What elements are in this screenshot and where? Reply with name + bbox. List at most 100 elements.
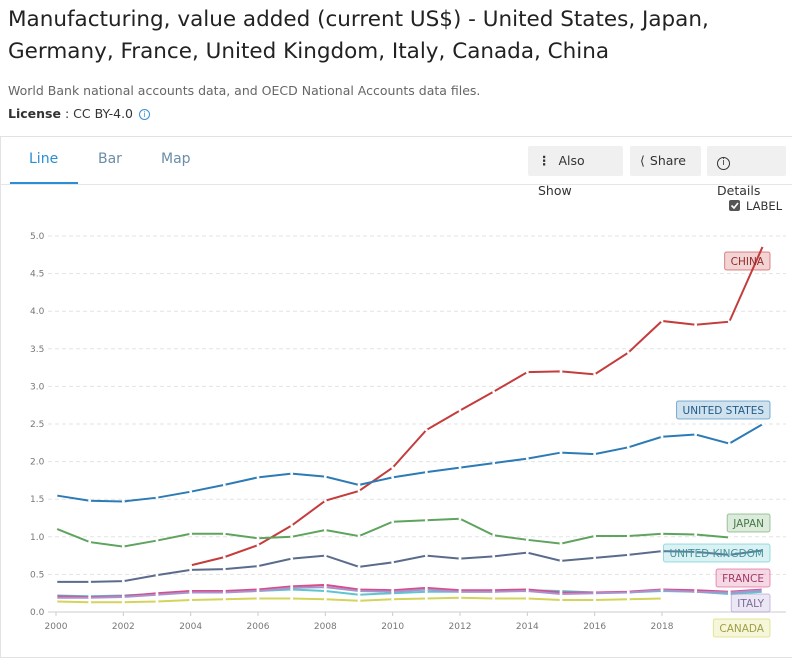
series-label-text: JAPAN [732,518,764,530]
data-point [525,457,529,460]
data-point [256,589,260,593]
data-point [189,591,193,594]
data-point [626,351,630,354]
data-point [559,592,563,596]
tab[interactable]: Line [29,151,59,167]
data-point [290,535,294,539]
data-point [323,475,327,479]
data-point [458,596,462,600]
data-point [222,555,226,559]
data-point [424,554,428,557]
label-toggle[interactable]: LABEL [746,199,783,213]
data-point [323,554,327,557]
series-label-box [726,513,771,533]
data-point [525,538,529,542]
data-point [424,590,428,594]
data-point [54,600,58,603]
data-point [525,551,529,554]
data-point [593,556,597,560]
data-point [458,517,462,521]
y-tick-label: 4.0 [30,307,45,317]
x-tick-label: 2008 [314,622,337,632]
x-tick-label: 2006 [247,622,270,632]
details-button[interactable]: iDetails [707,146,786,198]
data-point [357,599,361,603]
data-point [559,542,563,545]
label-checkbox[interactable] [729,200,740,211]
data-point [54,527,58,530]
data-point [189,563,193,567]
data-point [458,557,462,561]
data-point [761,244,765,248]
data-point [391,590,395,594]
series-label: CHINA [724,251,771,271]
button-label: Details [717,183,761,198]
data-point [256,536,260,540]
data-point [626,591,630,594]
data-point [189,598,193,602]
x-tick-label: 2000 [45,622,68,632]
active-tab-indicator [10,182,78,184]
data-point [88,499,92,503]
data-point [357,565,361,569]
data-point [357,489,361,493]
data-point [391,520,395,524]
data-point [88,596,92,600]
data-point [593,452,597,456]
series-label-box [676,400,771,420]
data-point [189,568,193,572]
data-point [391,597,395,601]
data-point [727,591,731,594]
data-point [626,445,630,449]
data-point [121,545,125,548]
tab[interactable]: Bar [98,151,122,167]
data-point [54,596,58,600]
data-point [694,323,698,327]
series-line [56,586,764,599]
data-point [391,475,395,479]
series-label-text: UNITED KINGDOM [670,548,765,560]
series-label: ITALY [730,593,771,613]
data-point [424,428,428,432]
data-point [492,554,496,558]
data-point [660,319,664,323]
data-point [559,598,563,602]
x-tick-label: 2016 [583,622,606,632]
data-point [761,422,765,426]
series-line [190,245,764,567]
data-point [121,600,125,604]
series-label-text: ITALY [737,598,764,610]
y-tick-label: 3.0 [30,382,45,392]
also-show-button[interactable]: ⋮ Also Show [528,146,623,198]
data-point [559,369,563,373]
license-value: : CC BY-4.0 [64,106,134,121]
data-point [525,597,529,600]
data-point [424,597,428,600]
tab[interactable]: Map [161,151,191,167]
y-tick-label: 0.5 [30,570,44,580]
license-label: License [8,106,61,121]
series-label-text: UNITED STATES [683,405,765,417]
data-point [290,557,294,561]
data-point [626,597,630,601]
data-point [155,573,159,577]
series-label-box [730,593,771,613]
data-point [391,466,395,470]
data-point [155,593,159,597]
share-button[interactable]: ⟨ Share [630,146,701,176]
info-icon[interactable]: i [139,109,151,120]
series-label-box [715,568,771,588]
data-point [626,553,630,557]
data-point [492,533,496,537]
data-point [593,598,597,602]
data-point [323,583,327,587]
x-tick-label: 2012 [449,622,472,632]
data-point [559,559,563,563]
data-point [727,320,731,324]
data-point [323,589,327,593]
license: License : CC BY-4.0 i [8,106,151,121]
data-point [121,500,125,503]
data-point [222,567,226,571]
